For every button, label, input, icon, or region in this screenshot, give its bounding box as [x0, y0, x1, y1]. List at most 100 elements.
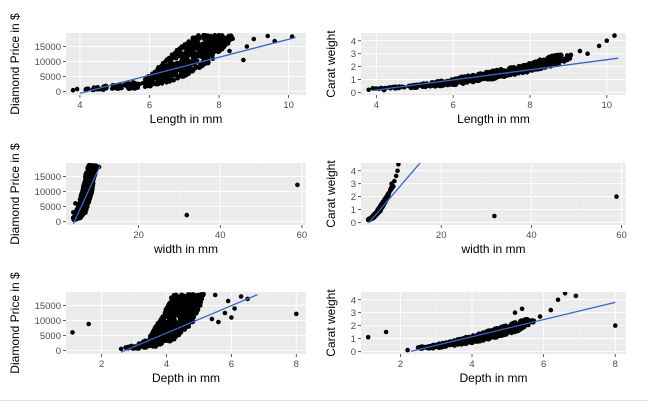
data-point — [92, 165, 98, 170]
data-point — [170, 302, 175, 307]
data-point — [535, 60, 540, 65]
data-point — [191, 58, 197, 63]
data-point — [155, 341, 160, 347]
data-point — [180, 308, 186, 314]
x-tick-label: 4 — [469, 359, 474, 370]
data-point — [383, 329, 389, 335]
x-axis-title: Depth in mm — [459, 371, 527, 385]
data-point — [546, 54, 552, 60]
data-point — [546, 58, 552, 64]
data-point — [555, 297, 561, 303]
data-point — [185, 294, 190, 300]
fit-line — [410, 301, 616, 353]
data-point — [444, 81, 450, 86]
data-point — [490, 68, 496, 74]
x-axis-title: width in mm — [460, 242, 525, 256]
y-tick-label: 1 — [351, 334, 356, 345]
data-point — [143, 76, 149, 82]
fit-line — [79, 36, 296, 94]
data-point — [87, 177, 92, 182]
data-point — [206, 53, 212, 58]
data-point — [216, 319, 221, 325]
data-point — [540, 59, 546, 64]
data-point — [221, 43, 226, 49]
data-point — [366, 87, 372, 93]
fit-line — [120, 294, 258, 353]
data-point — [159, 80, 165, 86]
y-axis-title: Diamond Price in $ — [8, 143, 22, 245]
data-point — [195, 52, 201, 57]
data-point — [232, 306, 237, 311]
data-point — [488, 76, 493, 82]
data-point — [585, 51, 590, 56]
data-point — [188, 303, 193, 309]
data-point — [553, 57, 558, 62]
data-point — [173, 307, 179, 313]
x-tick-label: 4 — [164, 359, 169, 370]
data-point — [203, 48, 209, 53]
data-point — [370, 86, 376, 91]
data-point — [182, 67, 187, 73]
data-point — [492, 334, 497, 340]
data-point — [175, 76, 180, 81]
data-point — [77, 199, 83, 205]
data-point — [178, 47, 183, 53]
data-point — [553, 53, 558, 58]
data-point — [191, 44, 197, 50]
data-point — [573, 293, 579, 299]
x-tick-label: 60 — [616, 230, 627, 241]
x-axis-title: width in mm — [153, 242, 218, 256]
data-point — [294, 311, 299, 317]
data-point — [212, 292, 218, 298]
y-tick-label: 10000 — [35, 316, 61, 327]
data-point — [123, 345, 128, 350]
data-point — [150, 344, 156, 349]
data-point — [614, 194, 619, 199]
data-point — [241, 57, 246, 63]
data-point — [179, 57, 185, 63]
data-point — [385, 193, 390, 198]
data-point — [70, 87, 76, 93]
x-tick-label: 6 — [147, 100, 152, 111]
data-point — [74, 86, 80, 92]
data-point — [167, 79, 172, 84]
data-point — [178, 53, 183, 59]
data-layer — [70, 163, 300, 225]
data-point — [213, 47, 218, 53]
y-tick-label: 10000 — [35, 187, 61, 198]
data-point — [596, 43, 602, 49]
y-tick-label: 4 — [351, 295, 356, 306]
x-tick-label: 4 — [374, 100, 379, 111]
fit-line — [372, 57, 619, 92]
data-point — [115, 86, 121, 91]
data-point — [203, 54, 208, 59]
y-tick-label: 10000 — [35, 57, 61, 68]
data-point — [168, 60, 173, 66]
fit-line — [72, 165, 101, 225]
data-point — [169, 295, 174, 301]
data-point — [163, 338, 168, 343]
data-point — [157, 65, 163, 70]
data-point — [84, 182, 89, 188]
data-point — [209, 41, 215, 46]
y-tick-label: 15000 — [35, 42, 61, 53]
y-tick-label: 0 — [351, 218, 356, 229]
data-point — [133, 84, 138, 90]
data-point — [553, 61, 559, 66]
data-point — [251, 36, 257, 42]
data-point — [179, 292, 184, 298]
data-point — [179, 296, 185, 302]
data-point — [153, 73, 159, 79]
data-point — [238, 294, 244, 299]
data-point — [498, 333, 504, 339]
data-point — [395, 168, 400, 174]
data-point — [537, 314, 543, 319]
data-point — [195, 47, 201, 52]
y-tick-label: 0 — [56, 346, 61, 357]
data-point — [565, 57, 570, 63]
y-axis-title: Carat weight — [324, 30, 338, 98]
data-layer — [365, 292, 618, 353]
data-point — [198, 292, 204, 297]
data-point — [195, 306, 201, 311]
y-tick-label: 15000 — [35, 301, 61, 312]
